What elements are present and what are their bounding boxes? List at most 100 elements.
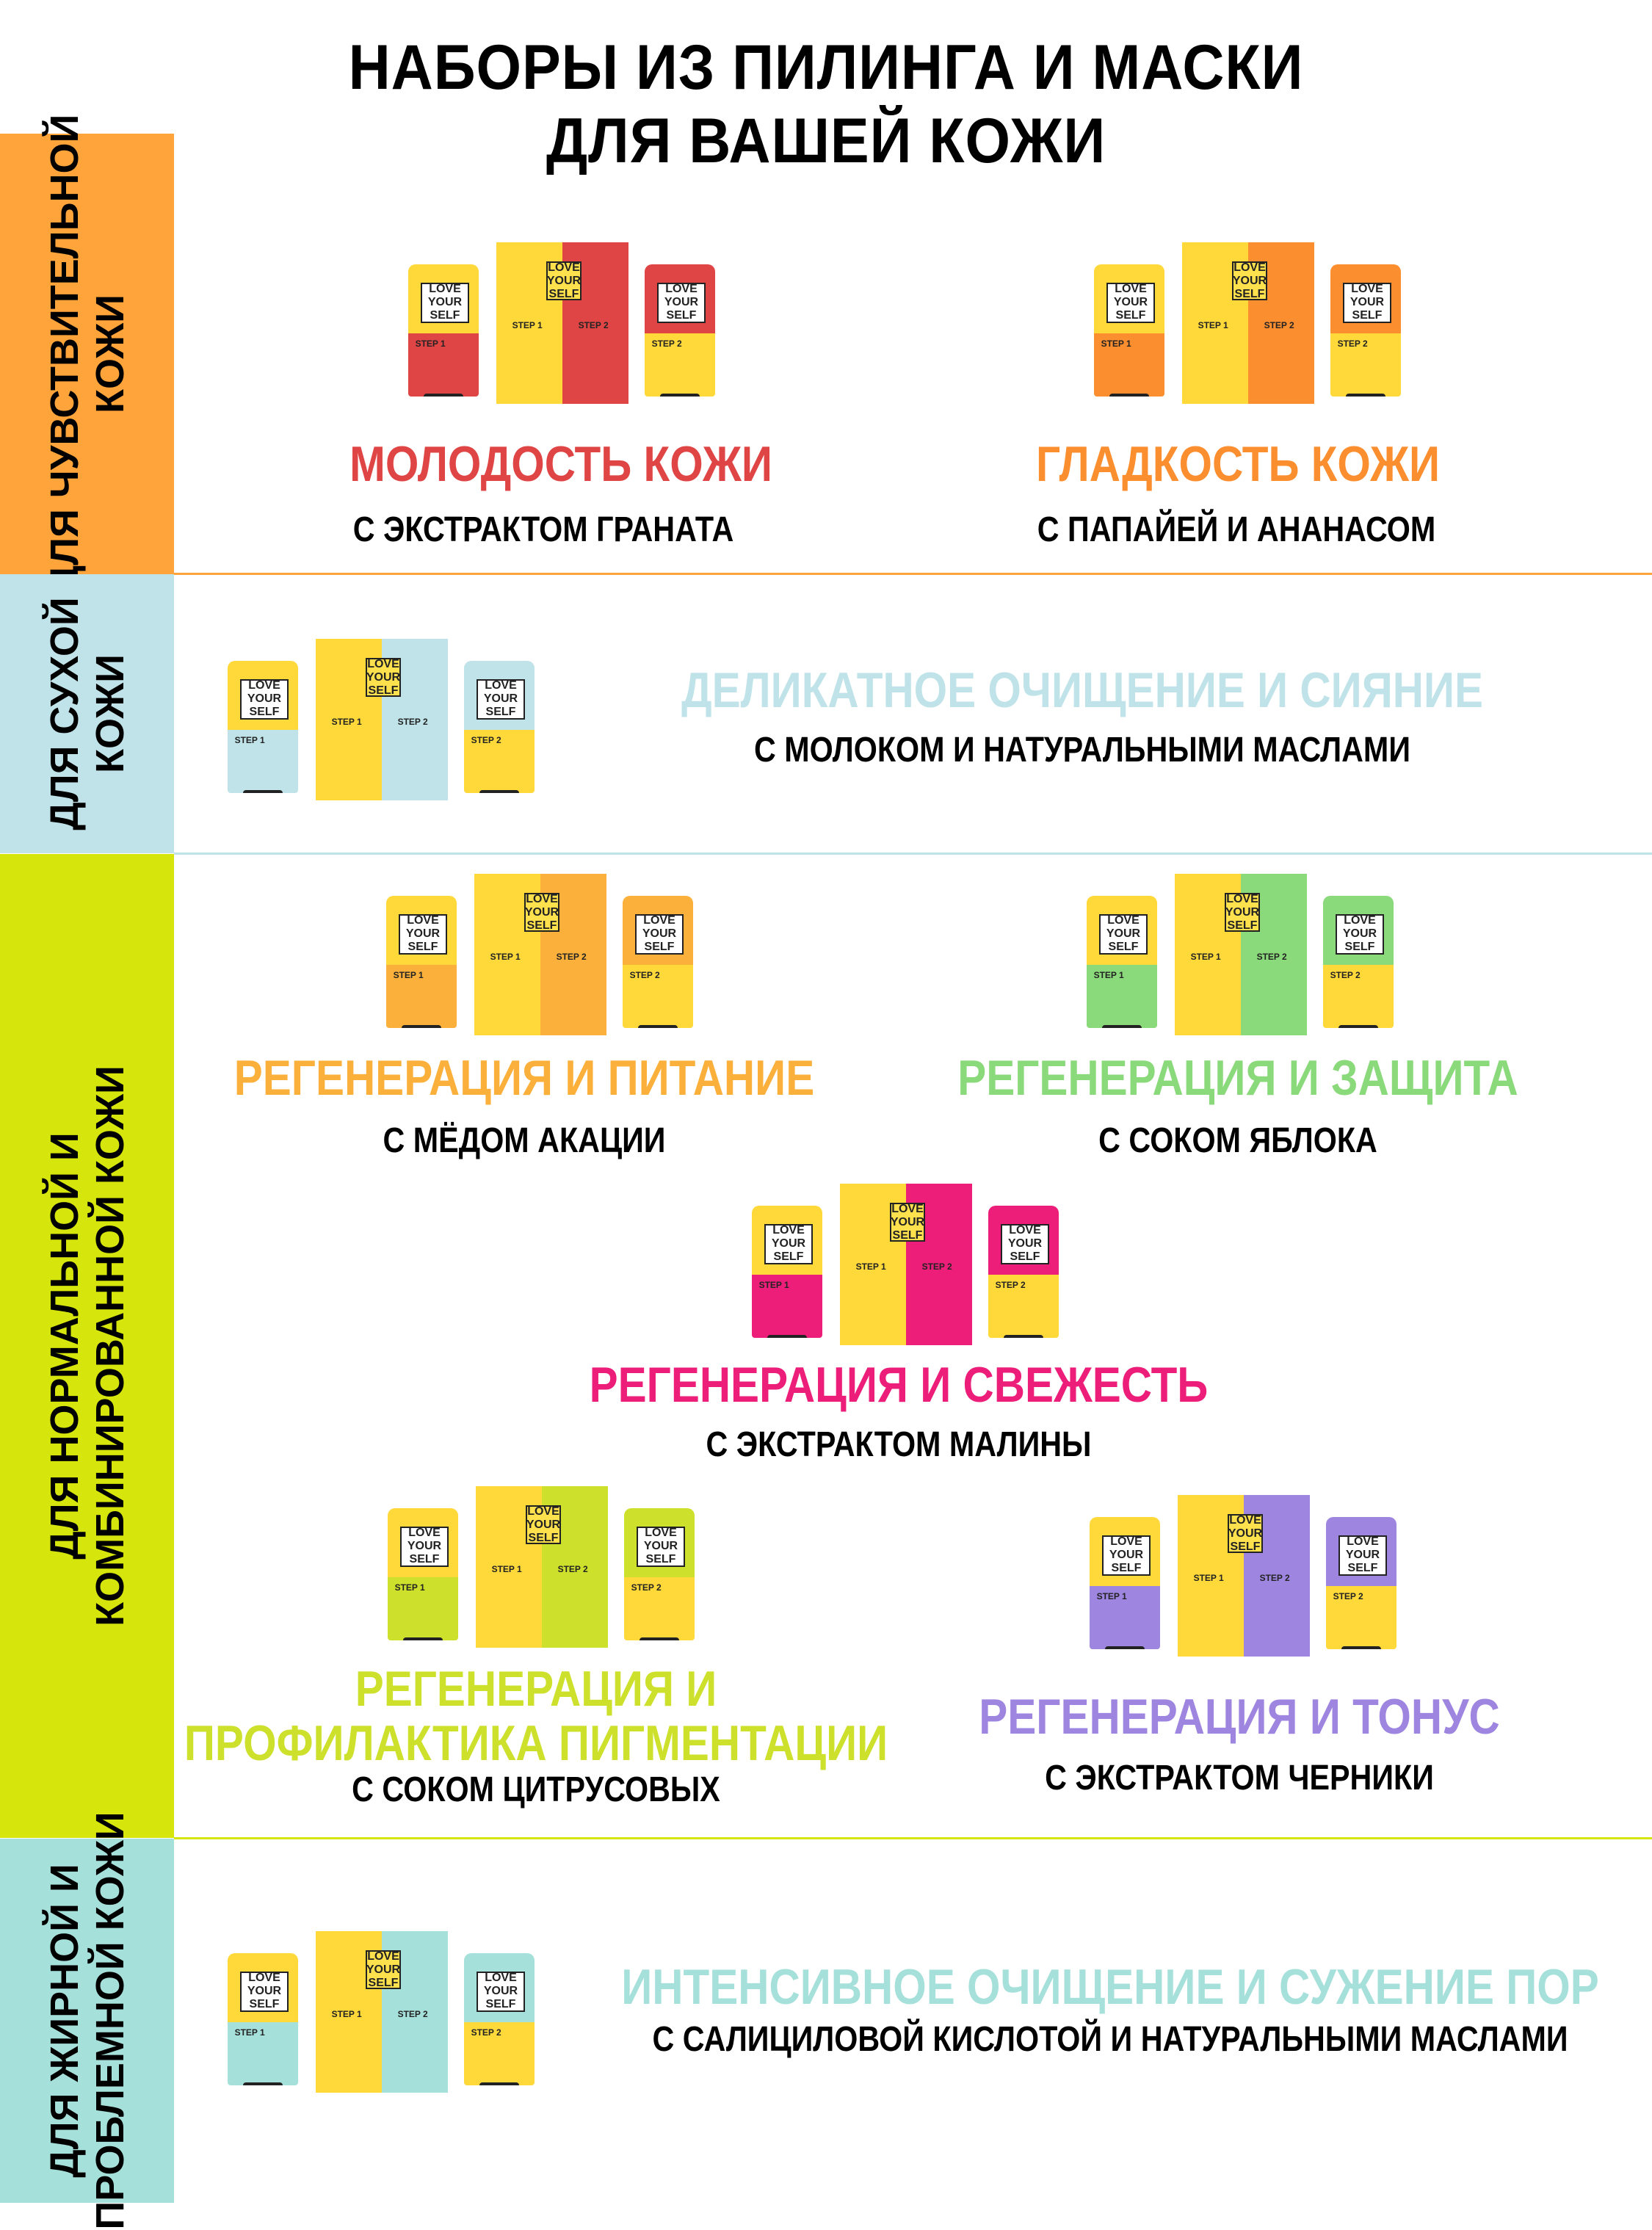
brand-logo: LOVE YOUR SELF — [366, 1950, 401, 1989]
product-kit-salicylic: LOVE YOUR SELF STEP 1 LOVE YOUR SELF STEP 1… — [228, 1931, 536, 2093]
step-label: STEP 2 — [471, 2027, 501, 2038]
section-normal-sidebar: ДЛЯ НОРМАЛЬНОЙ И КОМБИНИРОВАННОЙ КОЖИ — [0, 854, 174, 1838]
brand-logo: LOVE YOUR SELF — [1225, 892, 1260, 932]
step-label: STEP 1 — [855, 1261, 886, 1272]
tube-cap — [660, 394, 700, 397]
section-dry-divider — [174, 852, 1652, 855]
section-normal-divider — [174, 1837, 1652, 1839]
step-label: STEP 1 — [331, 716, 362, 727]
step-label: STEP 1 — [758, 1279, 789, 1290]
product-sub-papaya: С ПАПАЙЕЙ И АНАНАСОМ — [1037, 510, 1436, 549]
step-label: STEP 2 — [557, 1563, 588, 1574]
peeling-tube: LOVE YOUR SELF STEP 1 — [752, 1206, 822, 1338]
product-heading-blueberry: РЕГЕНЕРАЦИЯ И ТОНУС — [979, 1689, 1500, 1745]
tube-cap — [1102, 1025, 1142, 1028]
mask-tube: LOVE YOUR SELF STEP 2 — [623, 896, 693, 1028]
tube-cap — [1341, 1646, 1381, 1649]
product-heading-citrus-line2: ПРОФИЛАКТИКА ПИГМЕНТАЦИИ — [184, 1715, 888, 1771]
step-label: STEP 1 — [490, 951, 521, 962]
product-heading-milk: ДЕЛИКАТНОЕ ОЧИЩЕНИЕ И СИЯНИЕ — [681, 662, 1484, 718]
tube-cap — [479, 2082, 519, 2085]
step-label: STEP 2 — [1337, 338, 1368, 349]
brand-logo: LOVE YOUR SELF — [421, 283, 469, 323]
brand-logo: LOVE YOUR SELF — [1336, 914, 1384, 955]
step-label: STEP 1 — [1093, 969, 1124, 980]
tube-cap — [638, 1025, 678, 1028]
tube-cap — [243, 2082, 283, 2085]
step-label: STEP 1 — [1096, 1590, 1127, 1601]
peeling-tube: LOVE YOUR SELF STEP 1 — [228, 1953, 298, 2085]
product-kit-pomegranate: LOVE YOUR SELF STEP 1 LOVE YOUR SELF STEP 1… — [408, 242, 717, 404]
brand-logo: LOVE YOUR SELF — [477, 679, 525, 720]
product-sub-raspberry: С ЭКСТРАКТОМ МАЛИНЫ — [706, 1425, 1092, 1464]
step-label: STEP 2 — [471, 734, 501, 745]
section-dry-sidebar: ДЛЯ СУХОЙ КОЖИ — [0, 574, 174, 853]
step-label: STEP 1 — [415, 338, 446, 349]
peeling-tube: LOVE YOUR SELF STEP 1 — [1094, 264, 1164, 397]
product-sub-blueberry: С ЭКСТРАКТОМ ЧЕРНИКИ — [1045, 1759, 1434, 1798]
step-label: STEP 1 — [393, 969, 424, 980]
brand-logo: LOVE YOUR SELF — [399, 914, 447, 955]
product-kit-apple: LOVE YOUR SELF STEP 1 LOVE YOUR SELF STEP 1… — [1087, 874, 1395, 1035]
brand-logo: LOVE YOUR SELF — [400, 1527, 449, 1567]
product-heading-citrus-line1: РЕГЕНЕРАЦИЯ И — [355, 1661, 717, 1717]
page-title-line2: ДЛЯ ВАШЕЙ КОЖИ — [546, 106, 1106, 176]
step-label: STEP 2 — [995, 1279, 1026, 1290]
tube-cap — [1346, 394, 1385, 397]
step-label: STEP 1 — [512, 319, 543, 330]
kit-box: LOVE YOUR SELF STEP 1 STEP 2 — [1175, 874, 1307, 1035]
product-kit-blueberry: LOVE YOUR SELF STEP 1 LOVE YOUR SELF STEP 1… — [1090, 1495, 1398, 1657]
step-label: STEP 1 — [1193, 1572, 1224, 1583]
peeling-tube: LOVE YOUR SELF STEP 1 — [386, 896, 457, 1028]
section-sensitive-divider — [174, 573, 1652, 575]
step-label: STEP 2 — [397, 716, 428, 727]
tube-cap — [424, 394, 463, 397]
product-kit-honey: LOVE YOUR SELF STEP 1 LOVE YOUR SELF STEP 1… — [386, 874, 695, 1035]
product-sub-apple: С СОКОМ ЯБЛОКА — [1098, 1121, 1377, 1160]
product-kit-raspberry: LOVE YOUR SELF STEP 1 LOVE YOUR SELF STEP 1… — [752, 1184, 1060, 1345]
kit-box: LOVE YOUR SELF STEP 1 STEP 2 — [1178, 1495, 1310, 1657]
brand-logo: LOVE YOUR SELF — [1099, 914, 1148, 955]
step-label: STEP 1 — [331, 2008, 362, 2019]
kit-box: LOVE YOUR SELF STEP 1 STEP 2 — [476, 1486, 608, 1648]
brand-logo: LOVE YOUR SELF — [524, 892, 559, 932]
brand-logo: LOVE YOUR SELF — [764, 1224, 813, 1264]
tube-cap — [1109, 394, 1149, 397]
brand-logo: LOVE YOUR SELF — [657, 283, 706, 323]
section-sensitive-label: ДЛЯ ЧУВСТВИТЕЛЬНОЙ КОЖИ — [42, 114, 132, 594]
brand-logo: LOVE YOUR SELF — [1232, 261, 1267, 300]
step-label: STEP 1 — [234, 2027, 265, 2038]
product-sub-honey: С МЁДОМ АКАЦИИ — [383, 1121, 666, 1160]
step-label: STEP 2 — [629, 969, 660, 980]
brand-logo: LOVE YOUR SELF — [1338, 1535, 1387, 1576]
tube-cap — [767, 1335, 807, 1338]
brand-logo: LOVE YOUR SELF — [1001, 1224, 1049, 1264]
brand-logo: LOVE YOUR SELF — [546, 261, 582, 300]
step-label: STEP 2 — [631, 1582, 662, 1593]
section-normal-label: ДЛЯ НОРМАЛЬНОЙ И КОМБИНИРОВАННОЙ КОЖИ — [42, 1065, 132, 1626]
brand-logo: LOVE YOUR SELF — [1228, 1513, 1263, 1553]
mask-tube: LOVE YOUR SELF STEP 2 — [464, 661, 535, 793]
product-sub-pomegranate: С ЭКСТРАКТОМ ГРАНАТА — [352, 510, 734, 549]
tube-cap — [479, 790, 519, 793]
step-label: STEP 2 — [397, 2008, 428, 2019]
product-kit-milk: LOVE YOUR SELF STEP 1 LOVE YOUR SELF STEP 1… — [228, 639, 536, 800]
peeling-tube: LOVE YOUR SELF STEP 1 — [1087, 896, 1157, 1028]
tube-cap — [640, 1637, 679, 1640]
step-label: STEP 1 — [234, 734, 265, 745]
step-label: STEP 1 — [1190, 951, 1221, 962]
product-sub-salicylic: С САЛИЦИЛОВОЙ КИСЛОТОЙ И НАТУРАЛЬНЫМИ МА… — [652, 2020, 1568, 2059]
step-label: STEP 2 — [578, 319, 609, 330]
step-label: STEP 2 — [1264, 319, 1294, 330]
product-heading-apple: РЕГЕНЕРАЦИЯ И ЗАЩИТА — [957, 1050, 1518, 1106]
product-heading-salicylic: ИНТЕНСИВНОЕ ОЧИЩЕНИЕ И СУЖЕНИЕ ПОР — [621, 1959, 1599, 2015]
product-sub-milk: С МОЛОКОМ И НАТУРАЛЬНЫМИ МАСЛАМИ — [754, 731, 1410, 770]
product-heading-honey: РЕГЕНЕРАЦИЯ И ПИТАНИЕ — [233, 1050, 815, 1106]
tube-cap — [403, 1637, 443, 1640]
section-oily-sidebar: ДЛЯ ЖИРНОЙ И ПРОБЛЕМНОЙ КОЖИ — [0, 1811, 174, 2230]
step-label: STEP 1 — [1101, 338, 1131, 349]
brand-logo: LOVE YOUR SELF — [890, 1202, 925, 1242]
mask-tube: LOVE YOUR SELF STEP 2 — [1326, 1517, 1396, 1649]
brand-logo: LOVE YOUR SELF — [1102, 1535, 1151, 1576]
peeling-tube: LOVE YOUR SELF STEP 1 — [408, 264, 479, 397]
